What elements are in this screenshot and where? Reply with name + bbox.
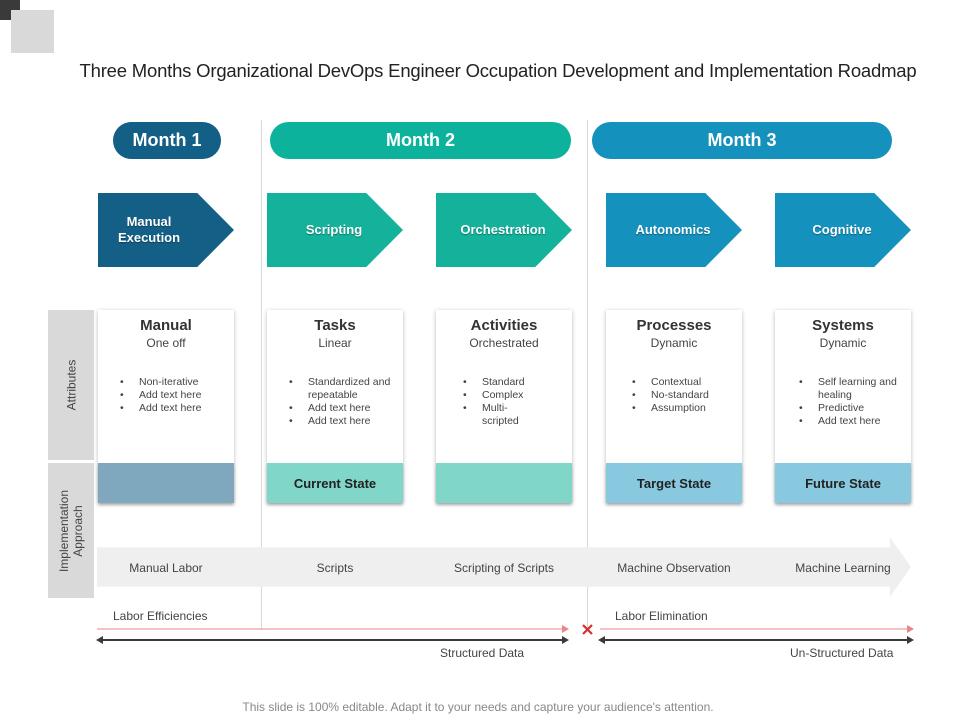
bullet-item: No-standard [632, 389, 732, 402]
unstructured-data-arrow [598, 636, 914, 644]
stage-chevron-manual-execution: Manual Execution [98, 193, 234, 267]
card-bullets: Non-iterative Add text here Add text her… [120, 376, 220, 415]
implementation-label: Implementation Approach [57, 489, 86, 572]
state-bar-manual [98, 463, 234, 503]
attributes-label: Attributes [64, 359, 79, 411]
card-title: Activities [470, 317, 538, 334]
card-bullets: Self learning and healing Predictive Add… [799, 376, 899, 428]
month-divider-2 [587, 120, 588, 630]
stage-label: Manual Execution [117, 214, 181, 245]
bullet-item: Add text here [289, 415, 391, 428]
card-subtitle: Orchestrated [469, 336, 539, 350]
bottom-arrows [96, 624, 914, 644]
card-subtitle: Linear [318, 336, 352, 350]
stage-chevron-cognitive: Cognitive [775, 193, 911, 267]
card-bullets: Contextual No-standard Assumption [632, 376, 732, 415]
slide-title: Three Months Organizational DevOps Engin… [79, 60, 917, 81]
state-bar-current: Current State [267, 463, 403, 503]
bullet-item: Multi- scripted [463, 402, 533, 428]
approach-label: Scripts [316, 561, 354, 575]
stage-label: Autonomics [635, 222, 711, 237]
labor-efficiencies-arrow [97, 625, 569, 633]
card-subtitle: Dynamic [650, 336, 698, 350]
bullet-item: Add text here [289, 402, 391, 415]
stage-label: Scripting [305, 222, 363, 237]
bullet-item: Add text here [120, 402, 220, 415]
labor-elimination-arrow [600, 625, 914, 633]
bullet-item: Standard [463, 376, 533, 389]
approach-label: Scripting of Scripts [453, 561, 555, 575]
approach-label: Manual Labor [129, 561, 203, 575]
stage-label: Cognitive [812, 222, 872, 237]
bullet-item: Predictive [799, 402, 899, 415]
card-title: Systems [812, 317, 874, 334]
bullet-item: Add text here [120, 389, 220, 402]
month-2-pill: Month 2 [270, 122, 571, 159]
bullet-item: Standardized and repeatable [289, 376, 391, 402]
implementation-side-label: Implementation Approach [48, 463, 94, 598]
month-3-pill: Month 3 [592, 122, 892, 159]
month-divider-1 [261, 120, 262, 630]
approach-label: Machine Learning [795, 561, 891, 575]
stage-chevron-orchestration: Orchestration [436, 193, 572, 267]
footer-note: This slide is 100% editable. Adapt it to… [242, 700, 714, 714]
stage-chevron-scripting: Scripting [267, 193, 403, 267]
state-bar-target: Target State [606, 463, 742, 503]
labor-elimination-label: Labor Elimination [615, 609, 708, 623]
bullet-item: Contextual [632, 376, 732, 389]
card-title: Tasks [314, 317, 356, 334]
state-bar-activities [436, 463, 572, 503]
unstructured-data-label: Un-Structured Data [790, 646, 894, 660]
bullet-item: Non-iterative [120, 376, 220, 389]
bullet-item: Assumption [632, 402, 732, 415]
corner-decoration-light [11, 10, 54, 53]
attributes-side-label: Attributes [48, 310, 94, 460]
bullet-item: Add text here [799, 415, 899, 428]
stage-label: Orchestration [460, 222, 546, 237]
cross-icon [582, 624, 593, 635]
bullet-item: Complex [463, 389, 533, 402]
structured-data-arrow [96, 636, 569, 644]
card-subtitle: Dynamic [819, 336, 867, 350]
card-title: Processes [636, 317, 712, 334]
card-bullets: Standardized and repeatable Add text her… [289, 376, 391, 428]
stage-chevron-autonomics: Autonomics [606, 193, 742, 267]
approach-label: Machine Observation [617, 561, 731, 575]
card-subtitle: One off [146, 336, 186, 350]
card-title: Manual [140, 317, 192, 334]
card-bullets: Standard Complex Multi- scripted [463, 376, 533, 428]
bullet-item: Self learning and healing [799, 376, 899, 402]
state-bar-future: Future State [775, 463, 911, 503]
structured-data-label: Structured Data [440, 646, 525, 660]
month-1-pill: Month 1 [113, 122, 221, 159]
labor-efficiencies-label: Labor Efficiencies [113, 609, 208, 623]
